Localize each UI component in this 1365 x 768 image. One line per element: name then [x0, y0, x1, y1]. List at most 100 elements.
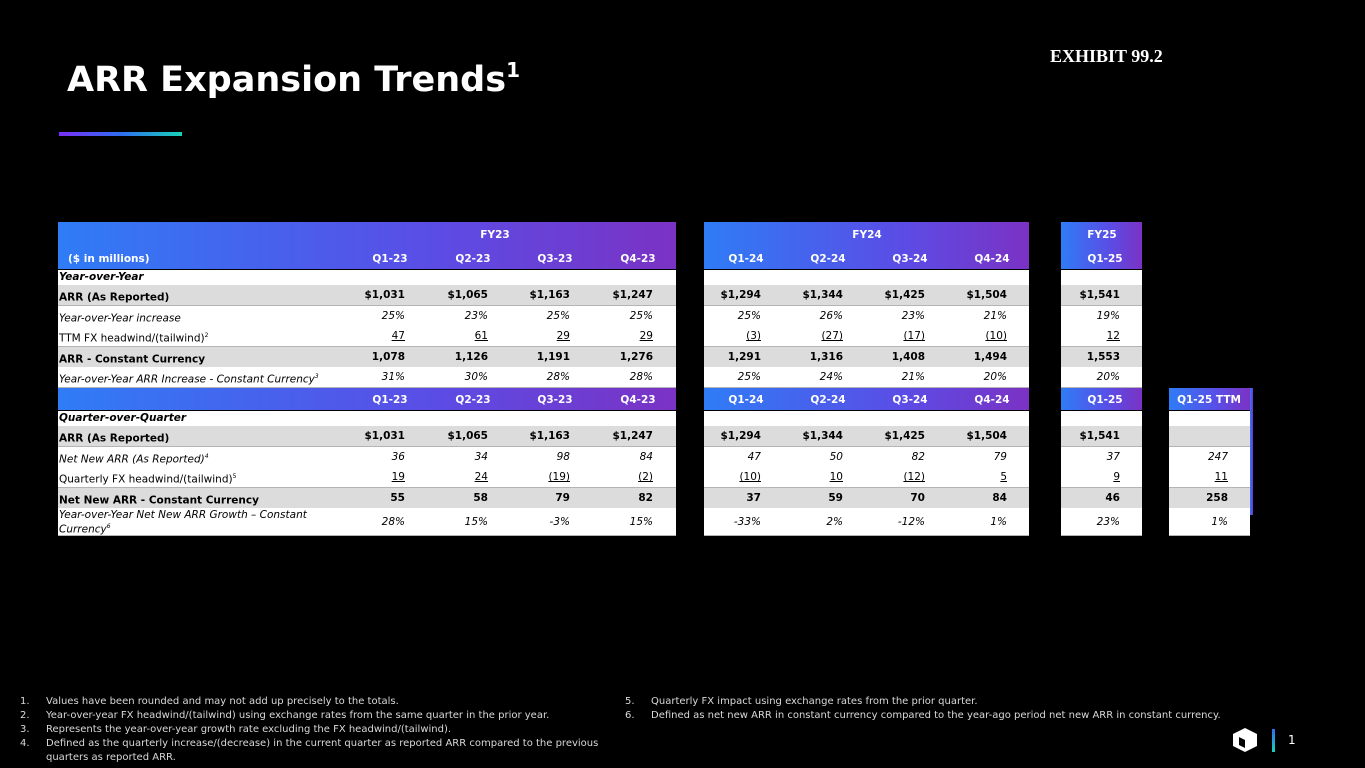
- table-cell: 1%: [1211, 516, 1228, 528]
- fy-label: FY24: [852, 229, 882, 241]
- table-cell: 19: [391, 471, 405, 483]
- row-label: ARR (As Reported): [59, 426, 169, 446]
- row-label: Year-over-Year Net New ARR Growth – Cons…: [59, 509, 319, 536]
- fy-label: FY25: [1087, 229, 1117, 241]
- quarter-header: Q4-23: [620, 253, 656, 265]
- table-cell: 28%: [629, 371, 653, 383]
- table-row-bg: [704, 367, 1029, 387]
- table-cell: 15%: [464, 516, 488, 528]
- row-divider: [1061, 535, 1142, 536]
- quarter-header: Q3-24: [892, 394, 928, 406]
- header-gradient-block: [58, 388, 676, 410]
- table-cell: $1,031: [364, 430, 405, 442]
- table-cell: 98: [556, 451, 570, 463]
- unit-label: ($ in millions): [68, 253, 150, 265]
- row-divider: [1061, 387, 1142, 388]
- header-gradient-block: [704, 222, 1029, 269]
- row-divider: [1061, 346, 1142, 347]
- table-cell: -12%: [897, 516, 925, 528]
- table-cell: 20%: [983, 371, 1007, 383]
- table-cell: 19%: [1096, 310, 1120, 322]
- table-cell: 23%: [901, 310, 925, 322]
- table-cell: 2%: [826, 516, 843, 528]
- row-divider: [704, 305, 1029, 306]
- table-row-bg: [58, 426, 676, 446]
- table-cell: 21%: [901, 371, 925, 383]
- row-label-text: Year-over-Year Net New ARR Growth – Cons…: [59, 509, 307, 536]
- table-cell: $1,065: [447, 289, 488, 301]
- row-label-text: Quarterly FX headwind/(tailwind): [59, 473, 233, 486]
- table-cell: 70: [910, 492, 925, 504]
- table-cell: 258: [1206, 492, 1228, 504]
- page-title-text: ARR Expansion Trends: [67, 60, 507, 100]
- table-row-bg: [58, 488, 676, 508]
- table-cell: 46: [1105, 492, 1120, 504]
- quarter-header: Q2-23: [455, 253, 491, 265]
- table-cell: 79: [993, 451, 1007, 463]
- table-cell: $1,247: [612, 430, 653, 442]
- row-divider: [58, 487, 676, 488]
- table-row-bg: [704, 508, 1029, 535]
- section-label: Year-over-Year: [59, 271, 144, 283]
- table-cell: 29: [556, 330, 570, 342]
- table-cell: 20%: [1096, 371, 1120, 383]
- section-label-row-bg: [58, 270, 676, 285]
- quarter-header: Q2-24: [810, 394, 846, 406]
- table-cell: 21%: [983, 310, 1007, 322]
- page-divider: [1272, 729, 1275, 752]
- table-row-bg: [1061, 488, 1142, 508]
- table-cell: 11: [1214, 471, 1228, 483]
- table-cell: (10): [985, 330, 1007, 342]
- table-row-bg: [704, 285, 1029, 305]
- table-cell: 9: [1113, 471, 1120, 483]
- table-row-bg: [704, 326, 1029, 346]
- table-cell: 1,408: [891, 351, 925, 363]
- table-row-bg: [1061, 447, 1142, 467]
- table-row-bg: [1061, 367, 1142, 387]
- table-cell: $1,425: [884, 430, 925, 442]
- table-row-bg: [704, 347, 1029, 367]
- section-label-row-bg: [704, 270, 1029, 285]
- table-row-bg: [1061, 467, 1142, 487]
- row-divider: [704, 535, 1029, 536]
- table-cell: 61: [474, 330, 488, 342]
- table-cell: 12: [1106, 330, 1120, 342]
- table-row-bg: [58, 306, 676, 326]
- table-cell: (10): [739, 471, 761, 483]
- table-row-bg: [58, 467, 676, 487]
- table-row-bg: [1169, 467, 1250, 487]
- table-cell: 1,553: [1086, 351, 1120, 363]
- table-row-bg: [704, 306, 1029, 326]
- table-cell: 34: [474, 451, 488, 463]
- table-row-bg: [58, 326, 676, 346]
- table-row-bg: [1169, 447, 1250, 467]
- row-label: TTM FX headwind/(tailwind)2: [59, 326, 208, 346]
- quarter-header: Q1-23: [372, 394, 408, 406]
- table-cell: 25%: [546, 310, 570, 322]
- cube-logo-icon: [1233, 728, 1257, 752]
- row-divider: [58, 535, 676, 536]
- header-gradient-block: [58, 222, 676, 269]
- table-cell: (12): [903, 471, 925, 483]
- table-row-bg: [704, 447, 1029, 467]
- row-divider: [1169, 446, 1250, 447]
- row-label-text: Year-over-Year ARR Increase - Constant C…: [59, 373, 315, 386]
- table-cell: (2): [638, 471, 653, 483]
- row-divider: [58, 305, 676, 306]
- table-cell: 24: [474, 471, 488, 483]
- row-divider: [1169, 535, 1250, 536]
- table-row-bg: [58, 347, 676, 367]
- footnote-6: 6. Defined as net new ARR in constant cur…: [625, 710, 1221, 721]
- row-divider: [58, 387, 676, 388]
- table-cell: $1,541: [1079, 430, 1120, 442]
- quarter-header: Q1-24: [728, 253, 764, 265]
- row-label: Net New ARR (As Reported)4: [59, 447, 209, 467]
- table-row-bg: [1061, 285, 1142, 305]
- footnote-2: 2. Year-over-year FX headwind/(tailwind) …: [20, 710, 550, 721]
- table-cell: 1,291: [727, 351, 761, 363]
- row-label: Year-over-Year increase: [59, 306, 181, 326]
- table-cell: 47: [747, 451, 761, 463]
- row-footnote-ref: 5: [232, 473, 237, 480]
- section-label-row-bg: [704, 411, 1029, 426]
- header-gradient-block: [1061, 388, 1142, 410]
